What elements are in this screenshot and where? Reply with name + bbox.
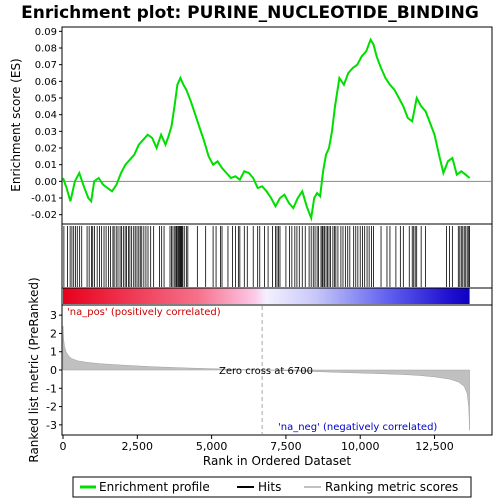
metric-y-tick-label: -2 <box>46 401 57 414</box>
x-axis-ticks: 0 2,500 5,000 7,500 10,000 12,500 <box>60 435 454 453</box>
es-y-tick-label: 0.03 <box>35 127 57 138</box>
legend-hits-label: Hits <box>258 480 281 494</box>
legend: Enrichment profile Hits Ranking metric s… <box>72 476 472 498</box>
legend-metric-label: Ranking metric scores <box>325 480 458 494</box>
metric-y-axis-ticks: -3 -2 -1 0 1 2 3 <box>46 309 62 432</box>
x-tick-label: 0 <box>60 440 67 453</box>
es-y-tick-label: 0.05 <box>35 94 57 105</box>
enrichment-profile-line <box>62 37 471 222</box>
metric-y-tick-label: 0 <box>50 364 57 377</box>
x-tick-label: 7,500 <box>270 440 302 453</box>
es-y-axis-label: Enrichment score (ES) <box>9 58 23 191</box>
metric-y-tick-label: 1 <box>50 346 57 359</box>
es-y-axis-ticks: -0.02 -0.01 0.00 0.01 0.02 0.03 0.04 0.05 0.06 0.… <box>31 27 62 221</box>
metric-y-axis-label: Ranked list metric (PreRanked) <box>27 277 41 462</box>
es-y-tick-label: 0.00 <box>35 177 57 188</box>
legend-enrichment-label: Enrichment profile <box>99 480 210 494</box>
chart-title: Enrichment plot: PURINE_NUCLEOTIDE_BINDI… <box>21 3 479 23</box>
x-tick-label: 12,500 <box>415 440 454 453</box>
es-y-tick-label: 0.01 <box>35 160 57 171</box>
es-y-tick-label: 0.04 <box>35 110 57 121</box>
metric-y-tick-label: -1 <box>46 382 57 395</box>
es-y-tick-label: -0.01 <box>31 194 57 205</box>
es-y-tick-label: 0.07 <box>35 60 57 71</box>
zero-cross-label: Zero cross at 6700 <box>219 366 313 377</box>
na-neg-label: 'na_neg' (negatively correlated) <box>278 422 437 433</box>
metric-panel: -3 -2 -1 0 1 2 3 'na_pos' (positively correlat… <box>27 277 493 463</box>
es-plot-frame <box>61 26 493 225</box>
x-axis-label: Rank in Ordered Dataset <box>203 454 351 468</box>
x-tick-label: 2,500 <box>122 440 154 453</box>
na-pos-label: 'na_pos' (positively correlated) <box>67 307 221 318</box>
es-y-tick-label: 0.02 <box>35 144 57 155</box>
x-tick-label: 10,000 <box>341 440 380 453</box>
hit-marks <box>63 226 471 287</box>
es-y-tick-label: 0.06 <box>35 77 57 88</box>
metric-y-tick-label: 3 <box>50 309 57 322</box>
metric-y-tick-label: 2 <box>50 327 57 340</box>
legend-box <box>72 476 472 498</box>
x-tick-label: 5,000 <box>196 440 228 453</box>
es-y-tick-label: 0.08 <box>35 44 57 55</box>
metric-y-tick-label: -3 <box>46 419 57 432</box>
es-panel: -0.02 -0.01 0.00 0.01 0.02 0.03 0.04 0.05 0.06 0.… <box>9 26 493 225</box>
es-y-tick-label: 0.09 <box>35 27 57 38</box>
es-y-tick-label: -0.02 <box>31 210 57 221</box>
hits-panel <box>61 223 493 306</box>
rank-gradient-bar <box>63 288 470 304</box>
